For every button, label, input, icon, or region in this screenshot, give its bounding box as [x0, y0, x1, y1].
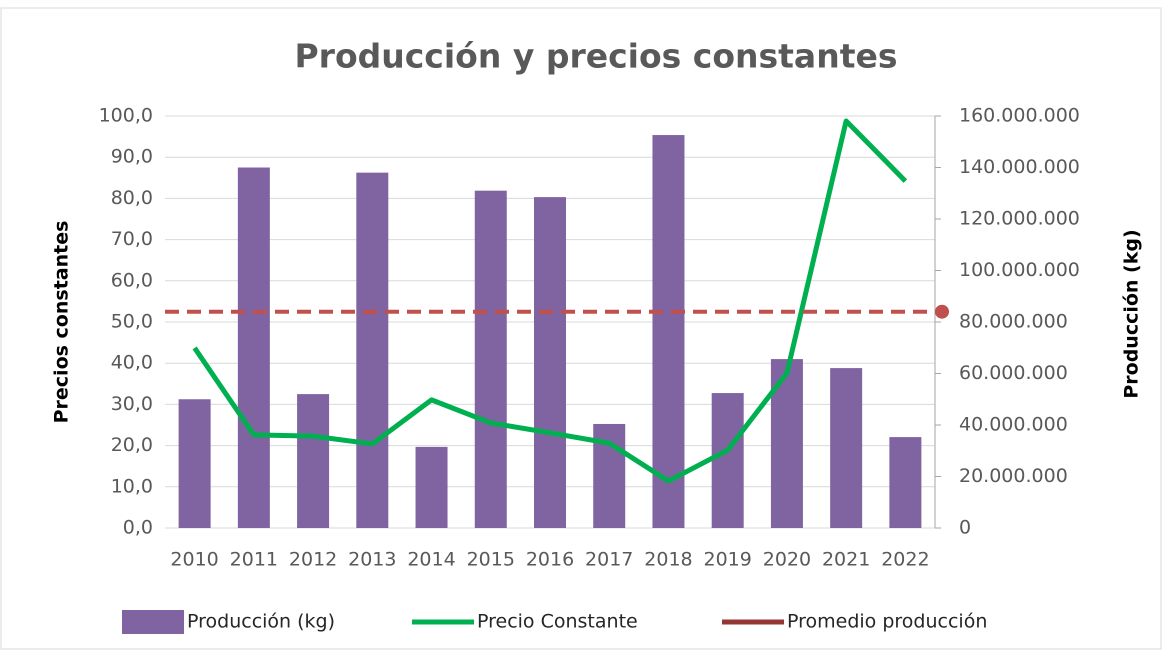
y2-tick-label: 60.000.000 [959, 362, 1068, 384]
y2-tick-label: 20.000.000 [959, 465, 1068, 487]
x-tick-label: 2017 [585, 549, 633, 571]
x-tick-label: 2010 [170, 549, 218, 571]
bar [711, 393, 744, 528]
bar [652, 135, 685, 528]
bar [237, 167, 270, 528]
x-tick-label: 2014 [407, 549, 455, 571]
y2-axis-title: Producción (kg) [1121, 229, 1143, 398]
y-tick-label: 20,0 [111, 434, 153, 456]
y-tick-label: 60,0 [111, 269, 153, 291]
average-marker [935, 304, 949, 319]
legend-label: Precio Constante [477, 611, 638, 633]
y-tick-label: 100,0 [99, 105, 153, 127]
x-tick-label: 2012 [289, 549, 337, 571]
legend-swatch [122, 610, 184, 634]
y-tick-label: 10,0 [111, 475, 153, 497]
bar [830, 368, 863, 528]
y-tick-label: 90,0 [111, 146, 153, 168]
y2-tick-label: 40.000.000 [959, 414, 1068, 436]
y-tick-label: 30,0 [111, 393, 153, 415]
y-tick-label: 80,0 [111, 187, 153, 209]
bar [356, 172, 389, 528]
x-tick-label: 2019 [704, 549, 752, 571]
bar [534, 197, 566, 529]
x-tick-label: 2021 [822, 549, 870, 571]
y-tick-label: 50,0 [111, 311, 153, 333]
y2-tick-label: 140.000.000 [959, 156, 1080, 178]
y2-tick-label: 100.000.000 [959, 259, 1080, 281]
chart-frame [0, 7, 1162, 650]
y2-tick-label: 0 [959, 517, 971, 539]
x-tick-label: 2013 [348, 549, 396, 571]
y-tick-label: 40,0 [111, 352, 153, 374]
x-tick-label: 2020 [763, 549, 811, 571]
bar [415, 446, 448, 528]
x-tick-label: 2016 [526, 549, 574, 571]
x-tick-label: 2022 [881, 549, 929, 571]
y2-tick-label: 120.000.000 [959, 208, 1080, 230]
y-axis-title: Precios constantes [51, 221, 73, 424]
x-tick-label: 2018 [644, 549, 692, 571]
legend-label: Promedio producción [787, 611, 987, 633]
bar [297, 394, 330, 528]
y-tick-label: 0,0 [123, 517, 153, 539]
price-line [192, 118, 908, 484]
x-tick-label: 2015 [467, 549, 515, 571]
bar [889, 437, 922, 528]
bar [474, 190, 507, 529]
y2-tick-label: 80.000.000 [959, 311, 1068, 333]
y-tick-label: 70,0 [111, 228, 153, 250]
legend-label: Producción (kg) [187, 611, 335, 633]
y2-tick-label: 160.000.000 [959, 105, 1080, 127]
bar [178, 399, 211, 528]
x-tick-label: 2011 [230, 549, 278, 571]
chart-title: Producción y precios constantes [295, 37, 898, 76]
